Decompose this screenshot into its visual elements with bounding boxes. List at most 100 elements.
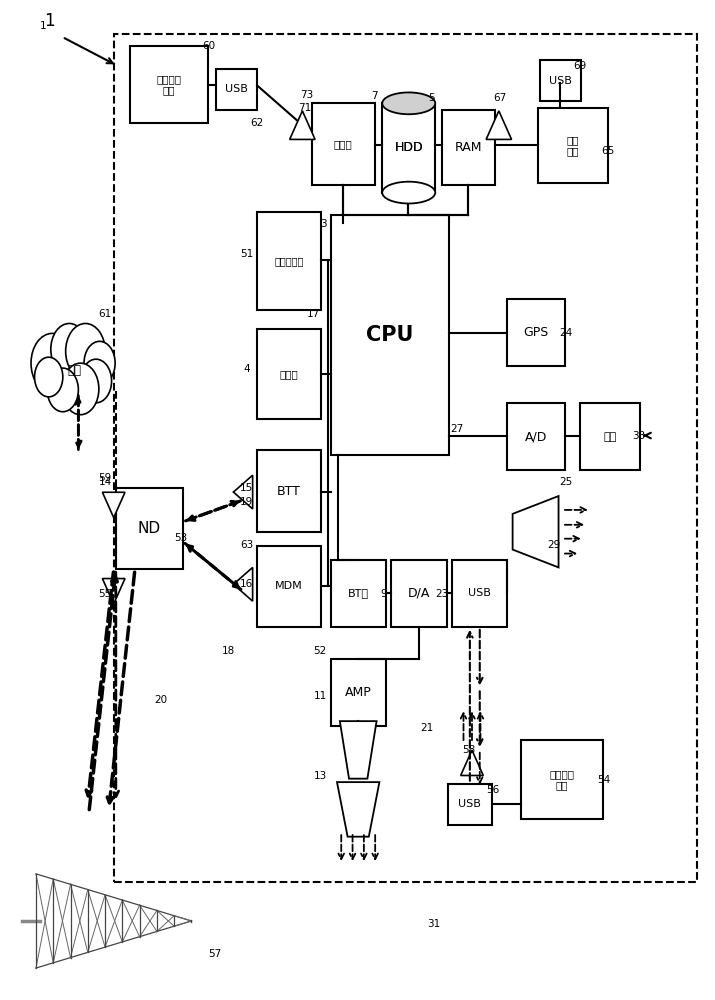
Text: 个人导航
装置: 个人导航 装置 [550,769,575,790]
Text: 14: 14 [99,477,112,487]
Bar [452,560,508,627]
Text: 57: 57 [208,949,222,959]
Text: HDD: HDD [395,141,423,154]
Ellipse shape [383,182,435,203]
Text: 23: 23 [435,589,449,599]
Text: 18: 18 [222,646,235,656]
Text: 73: 73 [300,90,313,100]
Text: 58: 58 [463,745,475,755]
Text: 20: 20 [154,695,167,705]
Text: 路由器: 路由器 [334,139,352,149]
Polygon shape [337,782,380,837]
Text: 11: 11 [314,691,327,701]
Bar [540,60,581,101]
Text: 网络: 网络 [68,364,82,377]
Circle shape [81,359,112,403]
Text: 71: 71 [298,103,311,113]
Text: D/A: D/A [408,587,430,600]
Bar [257,546,321,627]
Text: 辅助
装置: 辅助 装置 [567,135,579,156]
Polygon shape [340,721,377,779]
Text: 辅助: 辅助 [603,432,617,442]
Text: A/D: A/D [525,430,548,443]
Text: 69: 69 [573,61,587,71]
Text: BTT: BTT [277,485,301,498]
Circle shape [51,323,87,375]
Text: 16: 16 [240,579,253,589]
Bar [508,299,566,366]
Bar [383,103,435,193]
Text: 51: 51 [240,249,253,259]
Polygon shape [290,111,315,139]
Text: 56: 56 [486,785,500,795]
Bar [116,488,183,569]
Text: 7: 7 [371,91,378,101]
Text: RAM: RAM [455,141,483,154]
Text: 1: 1 [40,21,46,31]
Polygon shape [513,496,558,567]
Text: 21: 21 [420,723,433,733]
Bar [443,110,495,185]
Polygon shape [102,579,125,604]
Circle shape [47,368,79,412]
Text: BT对: BT对 [347,588,369,598]
Text: 54: 54 [597,775,610,785]
Text: 车辆导航
装置: 车辆导航 装置 [157,74,182,95]
Bar [257,329,321,419]
Circle shape [62,363,99,415]
Polygon shape [233,567,252,601]
Text: 13: 13 [314,771,327,781]
Text: 显示器: 显示器 [280,369,298,379]
Text: 53: 53 [174,533,187,543]
Text: 63: 63 [240,540,253,550]
Circle shape [34,357,63,397]
Polygon shape [233,475,252,509]
Ellipse shape [383,92,435,114]
Bar [257,212,321,310]
Text: USB: USB [549,76,572,86]
Bar [257,450,321,532]
Circle shape [84,341,115,385]
Text: ND: ND [138,521,161,536]
Bar [448,784,492,825]
Text: 59: 59 [99,473,112,483]
Bar [538,108,608,183]
Polygon shape [486,111,511,139]
Text: HDD: HDD [395,141,423,154]
Text: 31: 31 [427,919,440,929]
Bar [391,560,447,627]
Text: 33: 33 [632,431,646,441]
Text: 19: 19 [240,497,253,507]
Text: 4: 4 [243,364,250,374]
Bar [114,34,696,882]
Text: AMP: AMP [345,686,372,699]
Text: USB: USB [468,588,491,598]
Polygon shape [102,492,125,518]
Text: 17: 17 [306,309,320,319]
Text: 55: 55 [99,589,112,599]
Text: USB: USB [458,799,481,809]
Text: 65: 65 [602,146,615,156]
Text: MDM: MDM [275,581,303,591]
Text: 24: 24 [559,328,573,338]
Text: 60: 60 [202,41,216,51]
Text: 9: 9 [380,589,387,599]
Text: 27: 27 [450,424,463,434]
Text: USB: USB [225,84,248,94]
Bar [330,560,386,627]
Text: 52: 52 [313,646,327,656]
Bar [130,46,207,123]
Bar [330,215,449,455]
Text: 62: 62 [250,118,264,128]
Text: 输入选择器: 输入选择器 [275,256,304,266]
Circle shape [31,333,74,393]
Text: 5: 5 [428,93,435,103]
Text: GPS: GPS [523,326,549,339]
Text: 1: 1 [44,12,54,30]
Bar [312,103,375,185]
Circle shape [66,323,105,379]
Text: 25: 25 [559,477,573,487]
Text: 67: 67 [493,93,507,103]
Text: 61: 61 [99,309,112,319]
Bar [508,403,566,470]
